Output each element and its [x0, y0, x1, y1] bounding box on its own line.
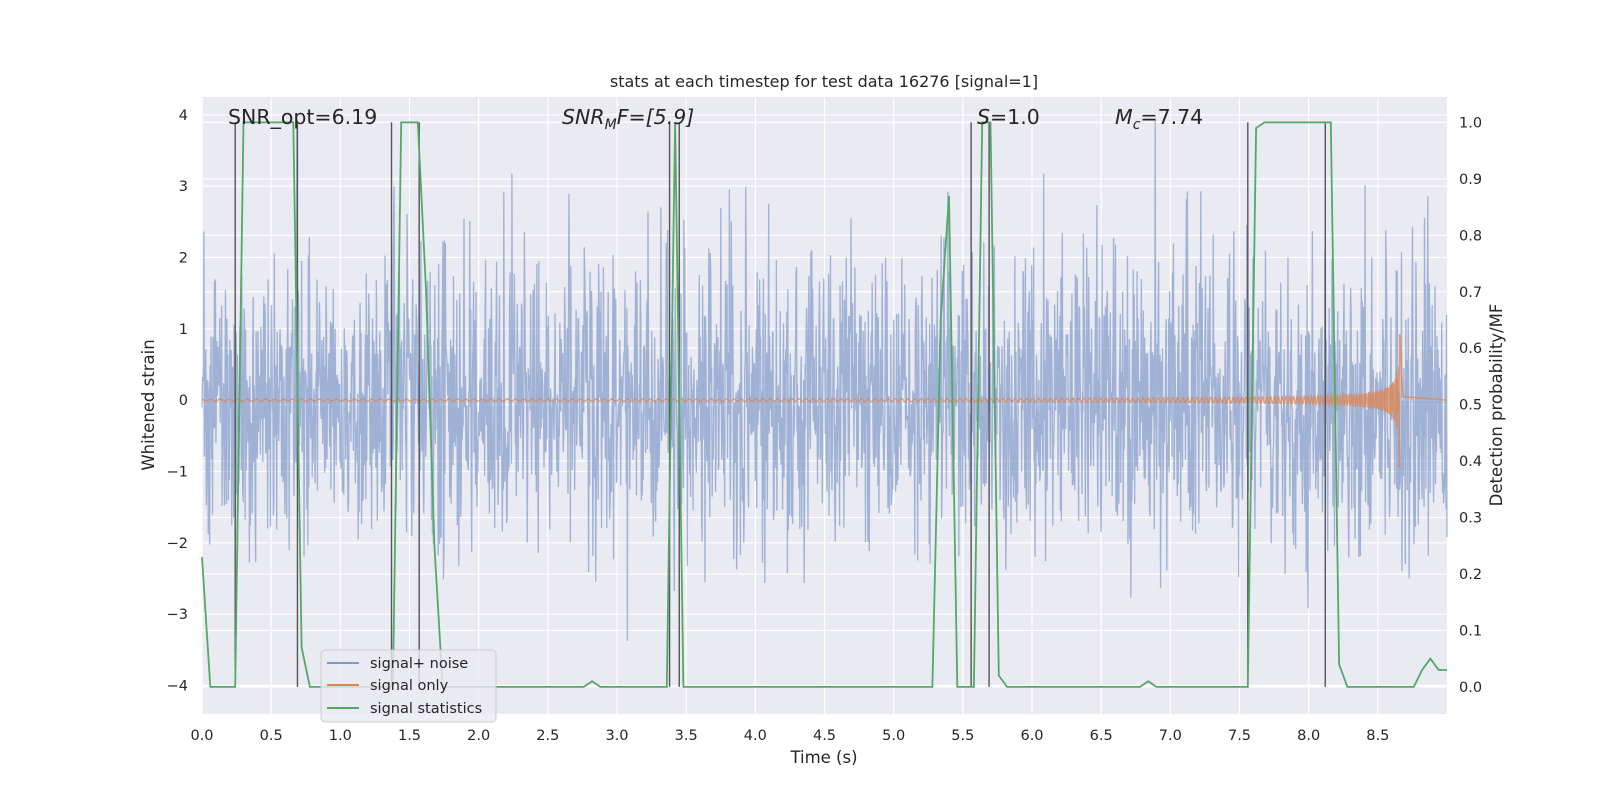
- legend-label-signal-statistics: signal statistics: [370, 701, 482, 717]
- x-tick-label: 4.0: [744, 728, 767, 744]
- annotation-s-rest: =1.0: [990, 105, 1040, 129]
- legend: signal+ noise signal only signal statist…: [320, 649, 497, 723]
- y-right-tick-label: 0.7: [1459, 285, 1482, 301]
- annotation-snr-mf: SNRMF=[5.9]: [562, 105, 694, 133]
- y-left-tick-label: −4: [167, 678, 188, 694]
- legend-box: [320, 649, 497, 723]
- signal-only-series: [201, 334, 1448, 468]
- annotation-snr-mf-rest: F=[5.9]: [617, 105, 695, 129]
- chart-title: stats at each timestep for test data 162…: [610, 72, 1038, 91]
- y-right-axis-ticks: 0.0 0.1 0.2 0.3 0.4 0.5 0.6 0.7 0.8 0.9 1.0: [1459, 115, 1482, 696]
- annotation-snr-opt: SNR_opt=6.19: [228, 105, 377, 130]
- x-tick-label: 3.0: [605, 728, 628, 744]
- x-axis-label: Time (s): [789, 748, 857, 767]
- y-right-tick-label: 0.3: [1459, 511, 1482, 527]
- y-right-tick-label: 0.0: [1459, 680, 1482, 696]
- x-tick-label: 6.5: [1090, 728, 1113, 744]
- y-left-tick-label: −2: [167, 536, 188, 552]
- x-tick-label: 5.0: [882, 728, 905, 744]
- x-tick-label: 1.5: [398, 728, 421, 744]
- y-right-tick-label: 0.5: [1459, 398, 1482, 414]
- y-left-tick-label: −3: [167, 607, 188, 623]
- x-tick-label: 6.0: [1020, 728, 1043, 744]
- annotation-mc-sub: c: [1133, 117, 1141, 133]
- annotation-mc: Mc=7.74: [1115, 105, 1203, 133]
- y-right-tick-label: 0.2: [1459, 567, 1482, 583]
- y-axis-label-right: Detection probability/MF: [1487, 304, 1506, 507]
- y-left-tick-label: 1: [179, 322, 188, 338]
- y-right-tick-label: 0.6: [1459, 341, 1482, 357]
- y-left-tick-label: −1: [167, 464, 188, 480]
- legend-label-signal-noise: signal+ noise: [370, 656, 468, 672]
- signal-noise-line: [201, 118, 1448, 641]
- y-left-tick-label: 3: [179, 179, 188, 195]
- y-right-tick-label: 0.1: [1459, 623, 1482, 639]
- x-tick-label: 2.5: [536, 728, 559, 744]
- x-tick-label: 7.5: [1228, 728, 1251, 744]
- x-tick-label: 0.0: [190, 728, 213, 744]
- x-tick-label: 8.0: [1297, 728, 1320, 744]
- x-tick-label: 0.5: [260, 728, 283, 744]
- y-right-tick-label: 0.4: [1459, 454, 1482, 470]
- signal-noise-series: [201, 118, 1448, 641]
- annotation-s: S=1.0: [977, 105, 1040, 129]
- y-left-tick-label: 4: [179, 108, 188, 124]
- y-left-axis-ticks: −4 −3 −2 −1 0 1 2 3 4: [167, 108, 188, 695]
- annotation-mc-rest: =7.74: [1140, 105, 1203, 129]
- annotation-s-main: S: [977, 105, 990, 129]
- x-tick-label: 7.0: [1159, 728, 1182, 744]
- x-tick-label: 4.5: [813, 728, 836, 744]
- y-right-tick-label: 1.0: [1459, 115, 1482, 131]
- x-tick-label: 5.5: [951, 728, 974, 744]
- x-tick-label: 8.5: [1366, 728, 1389, 744]
- y-right-tick-label: 0.8: [1459, 228, 1482, 244]
- x-tick-label: 1.0: [329, 728, 352, 744]
- annotation-snr-mf-sub: M: [605, 117, 617, 133]
- legend-label-signal-only: signal only: [370, 678, 449, 694]
- signal-only-line: [201, 334, 1448, 468]
- signal-statistics-series: [201, 121, 1447, 688]
- annotation-snr-mf-main: SNR: [562, 105, 605, 129]
- annotation-mc-main: M: [1115, 105, 1133, 129]
- y-left-tick-label: 2: [179, 250, 188, 266]
- x-tick-label: 2.0: [467, 728, 490, 744]
- y-left-tick-label: 0: [179, 393, 188, 409]
- x-tick-label: 3.5: [675, 728, 698, 744]
- y-right-tick-label: 0.9: [1459, 172, 1482, 188]
- signal-statistics-line: [201, 121, 1447, 688]
- y-axis-label-left: Whitened strain: [139, 339, 158, 470]
- x-axis-ticks: 0.0 0.5 1.0 1.5 2.0 2.5 3.0 3.5 4.0 4.5 5.0 5.5 6.0 6…: [190, 728, 1389, 744]
